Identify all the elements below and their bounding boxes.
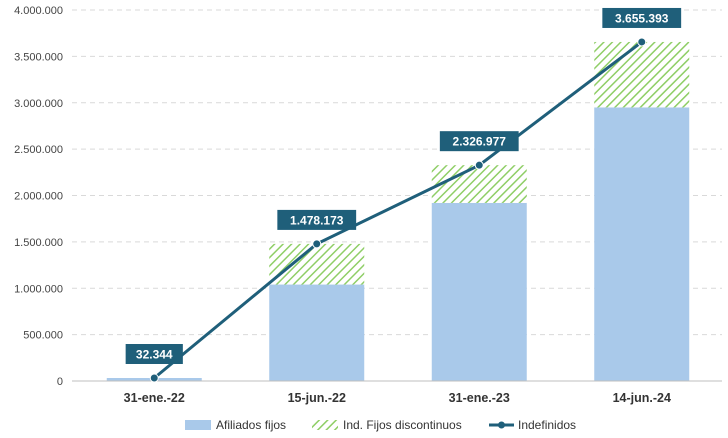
y-axis: 0 500.000 1.000.000 1.500.000 2.000.000 2.500… — [14, 5, 63, 388]
legend-swatch-afiliados-fijos — [185, 420, 211, 430]
indefinidos-line-path — [153, 40, 643, 380]
bar-afiliados-fijos — [269, 284, 365, 381]
y-tick-label: 2.000.000 — [14, 191, 63, 203]
bar-ind-fijos-discontinuos — [269, 243, 365, 285]
indefinidos-line — [149, 37, 647, 383]
data-label: 1.478.173 — [290, 213, 344, 227]
legend-label: Ind. Fijos discontinuos — [343, 418, 462, 432]
legend: Afiliados fijos Ind. Fijos discontinuos In… — [185, 418, 576, 432]
data-label: 32.344 — [136, 348, 173, 362]
legend-swatch-ind-fijos-discontinuos — [312, 420, 338, 430]
y-tick-label: 1.000.000 — [14, 283, 63, 295]
indefinidos-point — [149, 373, 159, 383]
y-tick-label: 1.500.000 — [14, 237, 63, 249]
data-label-box — [125, 344, 183, 365]
y-tick-label: 4.000.000 — [14, 5, 63, 17]
data-label-box — [602, 7, 682, 28]
x-tick-label: 31-ene.-23 — [449, 391, 510, 405]
data-label: 3.655.393 — [615, 11, 669, 25]
indefinidos-point — [312, 239, 322, 249]
bars — [106, 41, 690, 381]
indefinidos-point — [474, 160, 484, 170]
data-label: 2.326.977 — [453, 135, 507, 149]
data-labels: 32.344 1.478.173 2.326.977 3.655.393 — [125, 7, 682, 365]
y-tick-label: 3.000.000 — [14, 98, 63, 110]
x-tick-label: 31-ene.-22 — [124, 391, 185, 405]
bar-ind-fijos-discontinuos — [431, 165, 527, 203]
bar-afiliados-fijos — [431, 202, 527, 381]
legend-marker-indefinidos — [498, 421, 505, 429]
x-tick-label: 15-jun.-22 — [288, 391, 346, 405]
y-tick-label: 2.500.000 — [14, 144, 63, 156]
y-tick-label: 500.000 — [23, 330, 63, 342]
y-tick-label: 3.500.000 — [14, 51, 63, 63]
legend-label: Indefinidos — [518, 418, 576, 432]
bar-ind-fijos-discontinuos — [594, 41, 690, 108]
legend-label: Afiliados fijos — [216, 418, 286, 432]
indefinidos-point — [637, 37, 647, 47]
x-tick-label: 14-jun.-24 — [613, 391, 671, 405]
bar-afiliados-fijos — [594, 107, 690, 381]
data-label-box — [439, 131, 519, 152]
gridlines — [72, 9, 722, 382]
y-tick-label: 0 — [57, 376, 63, 388]
x-axis: 31-ene.-22 15-jun.-22 31-ene.-23 14-jun.-24 — [72, 380, 722, 405]
data-label-box — [277, 209, 357, 230]
